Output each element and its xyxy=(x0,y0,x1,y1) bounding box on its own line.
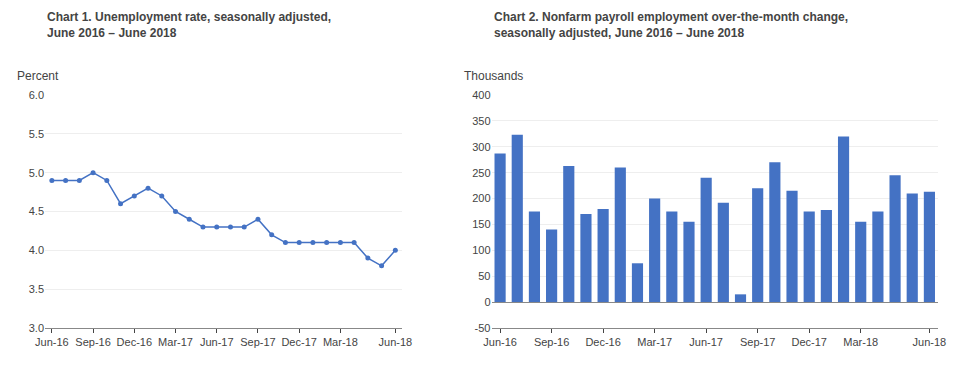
svg-text:300: 300 xyxy=(472,141,490,153)
svg-text:Sep-17: Sep-17 xyxy=(240,336,275,348)
svg-text:Jun-18: Jun-18 xyxy=(379,336,413,348)
svg-text:250: 250 xyxy=(472,167,490,179)
svg-text:5.0: 5.0 xyxy=(29,167,44,179)
svg-text:400: 400 xyxy=(472,89,490,101)
svg-text:3.0: 3.0 xyxy=(29,322,44,334)
svg-text:Jun-17: Jun-17 xyxy=(200,336,234,348)
svg-text:Sep-16: Sep-16 xyxy=(534,336,569,348)
svg-text:Sep-16: Sep-16 xyxy=(75,336,110,348)
svg-text:Sep-17: Sep-17 xyxy=(740,336,775,348)
svg-text:Percent: Percent xyxy=(17,69,59,83)
svg-text:4.0: 4.0 xyxy=(29,244,44,256)
svg-text:Dec-16: Dec-16 xyxy=(585,336,620,348)
svg-text:50: 50 xyxy=(478,270,490,282)
svg-text:Jun-17: Jun-17 xyxy=(689,336,723,348)
svg-text:Chart 2. Nonfarm payroll emplo: Chart 2. Nonfarm payroll employment over… xyxy=(494,10,848,40)
svg-text:3.5: 3.5 xyxy=(29,283,44,295)
svg-text:100: 100 xyxy=(472,244,490,256)
svg-text:Mar-17: Mar-17 xyxy=(158,336,193,348)
svg-text:Thousands: Thousands xyxy=(464,69,523,83)
svg-text:350: 350 xyxy=(472,115,490,127)
svg-text:Jun-16: Jun-16 xyxy=(35,336,69,348)
svg-text:Jun-18: Jun-18 xyxy=(913,336,947,348)
svg-text:0: 0 xyxy=(484,296,490,308)
svg-text:Dec-17: Dec-17 xyxy=(281,336,316,348)
svg-text:150: 150 xyxy=(472,218,490,230)
svg-text:5.5: 5.5 xyxy=(29,128,44,140)
svg-text:-50: -50 xyxy=(475,322,491,334)
svg-text:Mar-18: Mar-18 xyxy=(323,336,358,348)
svg-text:Mar-18: Mar-18 xyxy=(843,336,878,348)
svg-text:Chart 1. Unemployment rate, se: Chart 1. Unemployment rate, seasonally a… xyxy=(47,10,331,40)
svg-text:Dec-17: Dec-17 xyxy=(791,336,826,348)
svg-text:Jun-16: Jun-16 xyxy=(483,336,517,348)
svg-text:4.5: 4.5 xyxy=(29,205,44,217)
svg-text:200: 200 xyxy=(472,192,490,204)
svg-text:Mar-17: Mar-17 xyxy=(637,336,672,348)
svg-text:Dec-16: Dec-16 xyxy=(117,336,152,348)
svg-text:6.0: 6.0 xyxy=(29,89,44,101)
